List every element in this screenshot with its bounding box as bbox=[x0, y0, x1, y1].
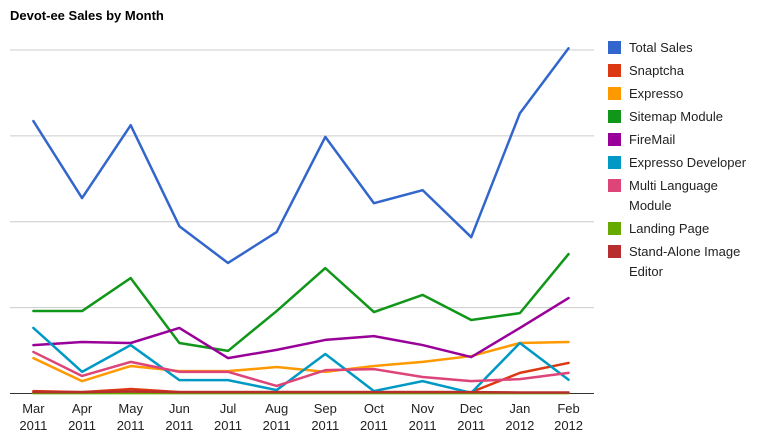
legend-label: Expresso bbox=[629, 86, 684, 101]
legend-label: Landing Page bbox=[629, 221, 710, 236]
series-line-expresso[interactable] bbox=[32, 340, 570, 383]
legend-item-snaptcha[interactable]: Snaptcha bbox=[608, 61, 764, 81]
legend-item-multi-language-module[interactable]: Multi Language Module bbox=[608, 176, 764, 216]
series-line-total-sales[interactable] bbox=[32, 47, 570, 265]
legend-color-swatch bbox=[608, 41, 621, 54]
series-line-sitemap-module[interactable] bbox=[32, 252, 570, 353]
legend-item-firemail[interactable]: FireMail bbox=[608, 130, 764, 150]
legend: Total Sales Snaptcha Expresso Sitemap Modul… bbox=[608, 38, 764, 285]
legend-color-swatch bbox=[608, 222, 621, 235]
legend-color-swatch bbox=[608, 179, 621, 192]
legend-color-swatch bbox=[608, 133, 621, 146]
legend-color-swatch bbox=[608, 156, 621, 169]
legend-item-sitemap-module[interactable]: Sitemap Module bbox=[608, 107, 764, 127]
legend-item-expresso[interactable]: Expresso bbox=[608, 84, 764, 104]
series-line-stand-alone-image-editor[interactable] bbox=[32, 390, 570, 394]
legend-color-swatch bbox=[608, 64, 621, 77]
legend-item-total-sales[interactable]: Total Sales bbox=[608, 38, 764, 58]
legend-item-landing-page[interactable]: Landing Page bbox=[608, 219, 764, 239]
legend-label: FireMail bbox=[629, 132, 676, 147]
legend-color-swatch bbox=[608, 87, 621, 100]
series-line-expresso-developer[interactable] bbox=[32, 326, 570, 395]
legend-label: Total Sales bbox=[629, 40, 693, 55]
legend-item-stand-alone-image-editor[interactable]: Stand-Alone Image Editor bbox=[608, 242, 764, 282]
series-line-firemail[interactable] bbox=[32, 296, 570, 360]
legend-label: Snaptcha bbox=[629, 63, 684, 78]
series-line-multi-language-module[interactable] bbox=[32, 350, 570, 388]
legend-label: Multi Language Module bbox=[629, 178, 718, 213]
legend-color-swatch bbox=[608, 110, 621, 123]
legend-item-expresso-developer[interactable]: Expresso Developer bbox=[608, 153, 764, 173]
chart-title: Devot-ee Sales by Month bbox=[10, 8, 164, 23]
legend-color-swatch bbox=[608, 245, 621, 258]
legend-label: Expresso Developer bbox=[629, 155, 747, 170]
legend-label: Stand-Alone Image Editor bbox=[629, 244, 741, 279]
legend-label: Sitemap Module bbox=[629, 109, 723, 124]
